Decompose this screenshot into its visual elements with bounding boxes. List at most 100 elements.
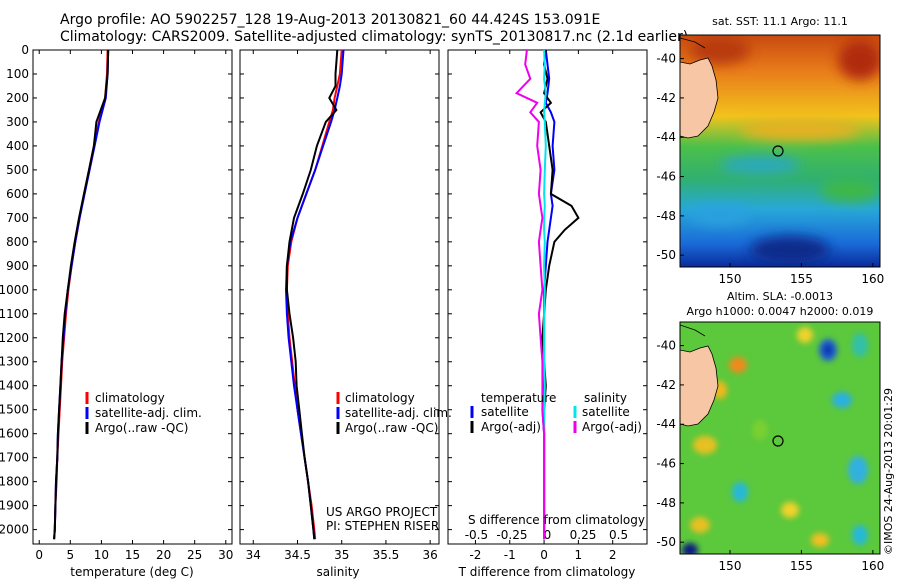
y-tick-label: 1000: [0, 283, 29, 297]
argo-location-marker: [772, 145, 784, 157]
map-y-tick-label: -40: [656, 52, 676, 66]
sla-map-title-1: Altim. SLA: -0.0013: [727, 290, 833, 303]
legend-header-temperature: temperature: [481, 391, 556, 405]
y-tick-label: 400: [6, 139, 29, 153]
series-line-climatology: [285, 49, 343, 540]
y-tick-label: 300: [6, 115, 29, 129]
y-tick-label: 600: [6, 187, 29, 201]
imos-credit: ©IMOS 24-Aug-2013 20:01:29: [882, 388, 895, 555]
y-tick-label: 1400: [0, 379, 29, 393]
y-tick-label: 1900: [0, 499, 29, 513]
x-tick-label: 35.5: [373, 548, 400, 562]
legend-label-argo: Argo(..raw -QC): [95, 421, 188, 435]
legend-label-satellite: satellite-adj. clim.: [345, 406, 452, 420]
x-tick-label: 34.5: [284, 548, 311, 562]
legend-label-s-argo: Argo(-adj): [582, 420, 642, 434]
y-tick-label: 100: [6, 67, 29, 81]
map-y-tick-label: -44: [656, 417, 676, 431]
legend-label-climatology: climatology: [345, 391, 415, 405]
map-x-tick-label: 160: [861, 559, 884, 573]
y-tick-label: 900: [6, 259, 29, 273]
sla-map-panel: Altim. SLA: -0.0013 Argo h1000: 0.0047 h…: [656, 290, 884, 573]
y-tick-label: 700: [6, 211, 29, 225]
salinity-xlabel: salinity: [316, 565, 359, 579]
x-tick-label: 15: [125, 548, 140, 562]
pi-annotation: PI: STEPHEN RISER: [326, 519, 439, 533]
series-line-argo-raw-qc: [285, 49, 339, 540]
temperature-xlabel: temperature (deg C): [70, 565, 193, 579]
x-tick-label: -2: [469, 548, 481, 562]
top-x-tick-label: -0.25: [496, 528, 527, 542]
y-tick-label: 200: [6, 91, 29, 105]
sst-map-frame: [679, 34, 881, 268]
series-line-satellite-adj-clim: [53, 49, 110, 540]
temperature-legend: climatology satellite-adj. clim. Argo(..…: [85, 391, 202, 435]
y-tick-label: 1700: [0, 451, 29, 465]
legend-header-salinity: salinity: [584, 391, 627, 405]
legend-label-t-argo: Argo(-adj): [481, 420, 541, 434]
difference-legend: temperature salinity satellite Argo(-adj…: [470, 391, 642, 434]
map-y-tick-label: -44: [656, 130, 676, 144]
x-tick-label: 10: [94, 548, 109, 562]
sla-map-title-2: Argo h1000: 0.0047 h2000: 0.019: [687, 305, 874, 318]
figure-title-line1: Argo profile: AO 5902257_128 19-Aug-2013…: [60, 12, 601, 28]
tasmania-landmass: [680, 57, 719, 139]
x-tick-label: 35: [334, 548, 349, 562]
top-x-tick-label: 0.5: [609, 528, 628, 542]
map-x-tick-label: 150: [719, 559, 742, 573]
difference-axes-frame: [447, 49, 648, 545]
x-tick-label: 34: [246, 548, 261, 562]
y-tick-label: 1600: [0, 427, 29, 441]
y-tick-label: 2000: [0, 523, 29, 537]
y-tick-label: 1300: [0, 355, 29, 369]
x-tick-label: 0: [35, 548, 43, 562]
temperature-axes-frame: [32, 49, 233, 545]
sla-heatmap: [680, 322, 880, 554]
argo-location-marker: [772, 435, 784, 447]
legend-label-satellite: satellite-adj. clim.: [95, 406, 202, 420]
x-tick-label: 25: [187, 548, 202, 562]
map-y-tick-label: -50: [656, 535, 676, 549]
x-tick-label: 1: [575, 548, 583, 562]
series-line-temperature-argo-adj: [539, 49, 580, 540]
sla-map-frame: [679, 321, 881, 555]
map-x-tick-label: 155: [790, 559, 813, 573]
y-tick-label: 0: [21, 43, 29, 57]
difference-panel: -2 -1 0 1 2 -0.5 -0.25 0 0.25 0.5 temperature sal…: [447, 49, 648, 579]
y-tick-label: 800: [6, 235, 29, 249]
legend-label-t-satellite: satellite: [481, 405, 529, 419]
y-tick-label: 1800: [0, 475, 29, 489]
series-line-salinity-argo-adj: [514, 49, 546, 540]
y-tick-label: 1200: [0, 331, 29, 345]
map-x-tick-label: 150: [719, 272, 742, 286]
tasmania-landmass: [680, 345, 719, 427]
y-tick-label: 1500: [0, 403, 29, 417]
map-y-tick-label: -42: [656, 91, 676, 105]
x-tick-label: 2: [609, 548, 617, 562]
salinity-legend: climatology satellite-adj. clim. Argo(..…: [336, 391, 452, 435]
map-x-tick-label: 155: [790, 272, 813, 286]
difference-top-xlabel: S difference from climatology: [468, 513, 645, 527]
map-y-tick-label: -46: [656, 457, 676, 471]
x-tick-label: -1: [504, 548, 516, 562]
temperature-panel: 0100200300400500600700800900100011001200…: [0, 43, 233, 579]
top-x-tick-label: -0.5: [465, 528, 488, 542]
map-x-tick-label: 160: [861, 272, 884, 286]
series-line-satellite-adj-clim: [284, 49, 345, 540]
x-tick-label: 0: [540, 548, 548, 562]
legend-label-s-satellite: satellite: [582, 405, 630, 419]
map-y-tick-label: -46: [656, 170, 676, 184]
figure-title-line2: Climatology: CARS2009. Satellite-adjuste…: [60, 29, 689, 45]
map-y-tick-label: -40: [656, 339, 676, 353]
x-tick-label: 20: [156, 548, 171, 562]
top-x-tick-label: 0.25: [570, 528, 597, 542]
project-annotation: US ARGO PROJECT: [326, 505, 438, 519]
y-tick-label: 500: [6, 163, 29, 177]
x-tick-label: 5: [66, 548, 74, 562]
map-y-tick-label: -48: [656, 209, 676, 223]
difference-xlabel: T difference from climatology: [458, 565, 636, 579]
sst-map-title: sat. SST: 11.1 Argo: 11.1: [712, 15, 848, 28]
sst-map-panel: sat. SST: 11.1 Argo: 11.1 150 155 160 -40 -4…: [656, 15, 884, 286]
salinity-axes-frame: [239, 49, 440, 545]
